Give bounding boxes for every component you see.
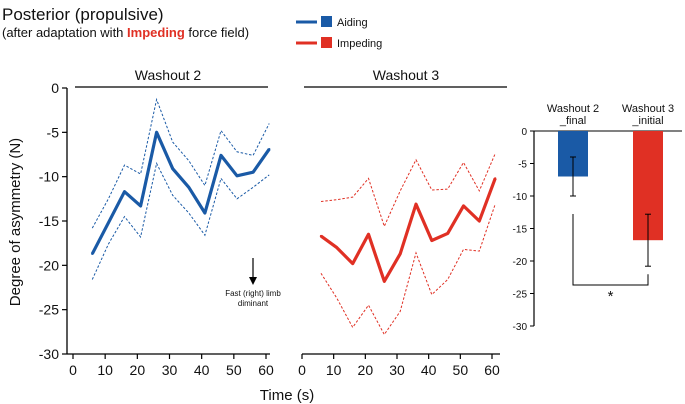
legend-label-aiding: Aiding — [337, 17, 368, 29]
bar-y-tick-label: -5 — [518, 160, 527, 171]
washout3-mean-line — [320, 177, 497, 283]
washout2-y-tick-label: -25 — [39, 302, 59, 318]
washout2-mean-point — [219, 154, 223, 157]
legend-label-impeding: Impeding — [337, 38, 382, 50]
subtitle-prefix: (after adaptation with — [2, 25, 127, 40]
bar-category-1-line1: Washout 2 — [547, 103, 599, 115]
washout2-x-tick-label: 30 — [162, 362, 178, 378]
x-axis-label: Time (s) — [260, 387, 314, 404]
washout2-y-tick-label: -15 — [39, 213, 59, 229]
bar-y-tick-label: 0 — [521, 127, 527, 138]
washout3-mean-point — [446, 232, 449, 235]
washout2-mean-point — [203, 211, 207, 215]
bar-y-tick-label: -15 — [513, 225, 528, 236]
subtitle-emphasis: Impeding — [127, 25, 185, 40]
significance-bracket — [572, 214, 649, 286]
figure-title: Posterior (propulsive) — [2, 5, 164, 24]
washout2-mean-point — [171, 167, 174, 170]
washout3-upper-bound-line — [320, 153, 496, 228]
washout3-x-tick-label: 0 — [298, 362, 306, 378]
washout2-y-tick-label: -20 — [39, 257, 59, 273]
panel-bar-chart: Washout 2 _final Washout 3 _initial 0 -5 -… — [513, 103, 682, 333]
washout3-mean-point — [367, 233, 370, 236]
washout3-mean-point — [383, 280, 386, 283]
washout2-mean-point — [139, 204, 142, 208]
panel-title-washout2: Washout 2 — [135, 67, 202, 83]
bar-y-tick-label: -30 — [513, 322, 528, 333]
washout2-x-tick-label: 40 — [194, 362, 210, 378]
washout3-mean-point — [493, 177, 497, 180]
annotation-line-2: diminant — [238, 299, 269, 308]
washout3-x-tick-label: 20 — [358, 362, 374, 378]
washout3-mean-point — [319, 234, 323, 238]
bar-category-2-line1: Washout 3 — [622, 103, 674, 115]
washout2-mean-point — [235, 174, 239, 177]
washout2-mean-point — [268, 147, 271, 151]
washout3-x-tick-label: 40 — [421, 362, 437, 378]
washout2-mean-point — [123, 190, 126, 193]
washout2-x-tick-label: 10 — [97, 362, 113, 378]
washout2-x-tick-label: 50 — [226, 362, 242, 378]
washout3-mean-point — [414, 202, 418, 206]
legend: Aiding Impeding — [296, 16, 382, 50]
washout2-y-tick-label: 0 — [51, 80, 59, 96]
washout2-mean-point — [187, 186, 190, 189]
washout3-mean-point — [398, 252, 402, 256]
washout2-mean-line — [90, 130, 271, 255]
y-axis-label: Degree of asymmetry (N) — [7, 138, 24, 306]
washout3-mean-point — [335, 246, 339, 249]
washout2-upper-bound-line — [91, 97, 270, 229]
annotation-line-1: Fast (right) limb — [225, 289, 281, 298]
washout2-x-tick-label: 20 — [130, 362, 146, 378]
washout2-mean-point — [251, 171, 255, 174]
panel-title-washout3: Washout 3 — [373, 67, 440, 83]
washout3-mean-point — [478, 219, 481, 223]
panel-washout3: 0 10 20 30 40 50 60 — [298, 153, 500, 378]
legend-swatch-impeding — [321, 37, 332, 48]
washout3-mean-point — [351, 262, 354, 265]
washout2-y-tick-label: -10 — [39, 169, 59, 185]
washout2-y-tick-label: -30 — [39, 346, 59, 362]
washout3-x-tick-label: 30 — [389, 362, 405, 378]
washout3-mean-point — [430, 239, 434, 242]
washout3-x-tick-label: 60 — [484, 362, 500, 378]
bar-y-tick-label: -10 — [513, 192, 528, 203]
washout3-x-tick-label: 50 — [453, 362, 469, 378]
significance-marker: * — [608, 288, 614, 305]
washout2-x-tick-label: 0 — [69, 362, 77, 378]
annotation-arrow-head — [249, 277, 257, 285]
fast-limb-annotation: Fast (right) limb diminant — [225, 258, 281, 308]
washout2-y-tick-label: -5 — [47, 124, 60, 140]
bar-y-tick-label: -20 — [513, 257, 528, 268]
washout2-lower-bound-line — [91, 161, 270, 280]
washout2-x-tick-label: 60 — [258, 362, 274, 378]
bar-category-1-line2: _final — [559, 115, 586, 127]
washout3-mean-point — [462, 204, 465, 208]
legend-swatch-aiding — [321, 16, 332, 27]
washout3-lower-bound-line — [320, 204, 496, 336]
figure-subtitle: (after adaptation with Impeding force fi… — [2, 25, 249, 40]
washout3-x-tick-label: 10 — [326, 362, 342, 378]
washout2-mean-point — [91, 252, 94, 256]
subtitle-suffix: force field) — [185, 25, 249, 40]
bar-category-2-line2: _initial — [631, 115, 663, 127]
panel-washout2: 0 -5 -10 -15 -20 -25 -30 0 10 20 30 40 50 60 — [39, 80, 274, 378]
washout2-mean-point — [155, 131, 158, 134]
washout2-mean-point — [107, 221, 110, 224]
bar-y-tick-label: -25 — [513, 290, 528, 301]
